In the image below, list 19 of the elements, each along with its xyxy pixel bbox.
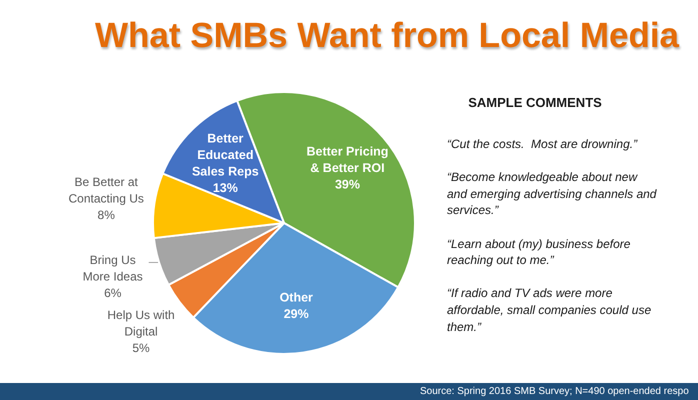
slice-label: Better Educated Sales Reps	[192, 131, 259, 178]
text: “If radio and TV ads were more affordable, small companies could use them.”	[447, 285, 652, 336]
text: “Cut the costs. Most are drowning.”	[447, 136, 638, 153]
text: “Become knowledgeable about new and emerging advertising channels and services.”	[447, 169, 658, 219]
slice-label: Be Better at Contacting Us	[68, 175, 144, 206]
chart-title: What SMBs Want from Local Media	[95, 16, 680, 56]
text: SAMPLE COMMENTS	[467, 94, 603, 112]
slice-label: Better Pricing & Better ROI	[306, 144, 388, 176]
slice-label: Bring Us More Ideas	[82, 253, 143, 284]
text: “Learn about (my) business before reaching out to me.”	[447, 236, 632, 269]
data-label: 6%	[104, 286, 122, 300]
source-note: Source: Spring 2016 SMB Survey; N=490 open-ended respo	[420, 385, 689, 398]
data-label: 5%	[132, 341, 150, 356]
data-label: 29%	[284, 307, 309, 322]
data-label: 8%	[98, 208, 116, 222]
data-label: 13%	[212, 180, 238, 195]
data-label: 39%	[334, 178, 360, 192]
slice-label: Help Us with Digital	[107, 308, 175, 339]
slice-label: Other	[280, 290, 314, 305]
